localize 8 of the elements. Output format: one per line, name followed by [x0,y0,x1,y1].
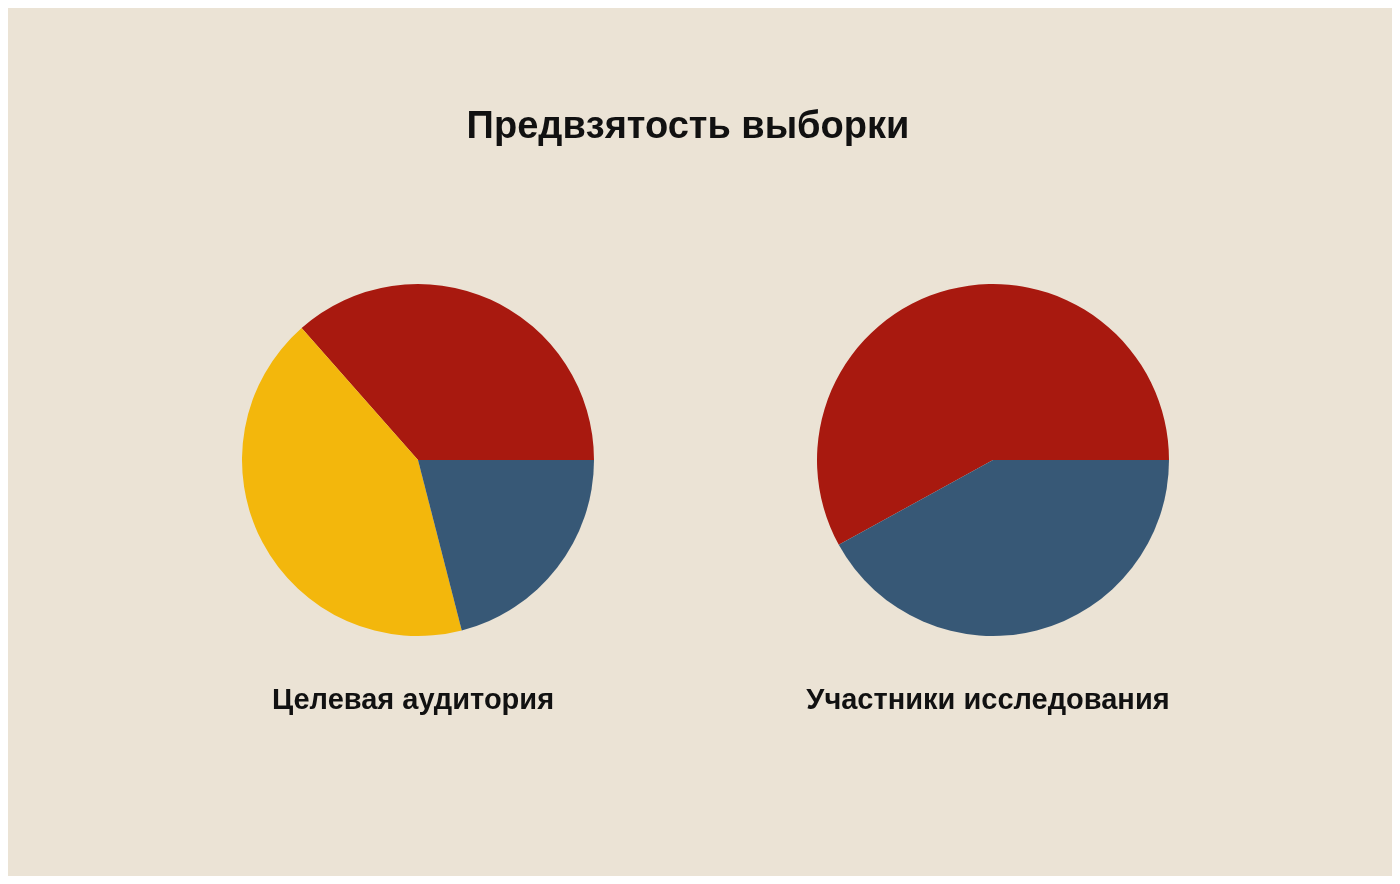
pie-slice [838,460,1169,636]
text: Целевая аудитория [270,683,556,716]
pie-slice [817,284,1169,545]
pie-slice [242,327,462,636]
pie-slice [418,460,594,631]
text: Участники исследования [805,683,1171,716]
text: Предвзятость выборки [465,104,911,147]
pie-slice [301,284,594,460]
